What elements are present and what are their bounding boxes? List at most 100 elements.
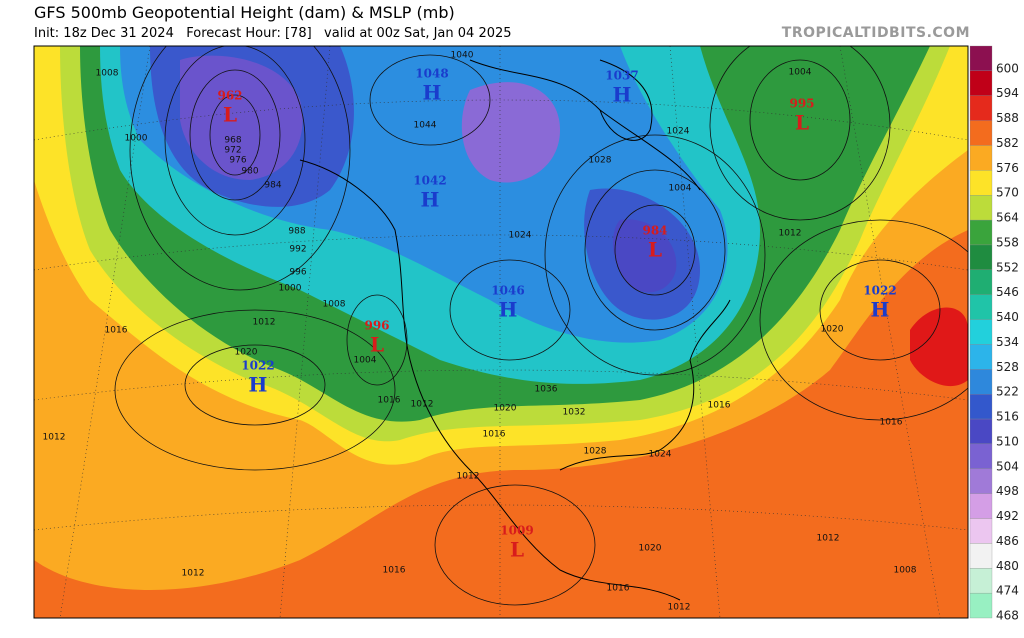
colorbar-swatch — [969, 244, 993, 270]
colorbar-swatch — [969, 294, 993, 320]
center-letter: H — [421, 188, 440, 212]
isobar-label: 1016 — [383, 566, 406, 576]
colorbar-label: 516 — [996, 410, 1019, 424]
colorbar-label: 576 — [996, 161, 1019, 175]
center-letter: H — [249, 373, 268, 397]
center-letter: L — [795, 111, 809, 135]
isobar-label: 1012 — [253, 318, 276, 328]
isobar-label: 1016 — [378, 396, 401, 406]
colorbar-swatch — [969, 319, 993, 345]
isobar-label: 1016 — [483, 430, 506, 440]
colorbar-label: 570 — [996, 186, 1019, 200]
colorbar-swatch — [969, 543, 993, 569]
isobar-label: 1016 — [105, 326, 128, 336]
isobar-label: 1028 — [589, 156, 612, 166]
graticule — [34, 46, 968, 618]
height-field — [34, 46, 968, 618]
colorbar-label: 510 — [996, 434, 1019, 448]
colorbar-label: 480 — [996, 559, 1019, 573]
isobar-label: 1028 — [584, 447, 607, 457]
colorbar-swatch — [969, 468, 993, 494]
isobar-label: 1024 — [649, 450, 672, 460]
isobar-label: 1012 — [43, 433, 66, 443]
center-letter: L — [510, 538, 524, 562]
isobar-label: 976 — [229, 156, 246, 166]
colorbar-swatch — [969, 70, 993, 96]
center-letter: H — [423, 81, 442, 105]
isobar-label: 1004 — [354, 356, 377, 366]
isobar-label: 1020 — [235, 348, 258, 358]
center-letter: H — [613, 83, 632, 107]
colorbar-swatch — [969, 592, 993, 619]
colorbar-swatch — [969, 219, 993, 246]
colorbar-swatch — [969, 120, 993, 146]
isobar-label: 1008 — [323, 300, 346, 310]
isobar-label: 1024 — [509, 231, 532, 241]
colorbar-label: 522 — [996, 385, 1019, 399]
isobar-label: 1032 — [563, 408, 586, 418]
isobar-label: 1020 — [639, 544, 662, 554]
isobar-label: 980 — [241, 167, 258, 177]
colorbar-swatch — [969, 170, 993, 196]
colorbar-label: 528 — [996, 360, 1019, 374]
colorbar-label: 474 — [996, 584, 1019, 598]
isobar-label: 1012 — [411, 400, 434, 410]
colorbar-swatch — [969, 518, 993, 544]
center-letter: L — [648, 238, 662, 262]
colorbar-swatch — [969, 344, 993, 370]
isobar-label: 1004 — [669, 184, 692, 194]
colorbar-swatch — [969, 394, 993, 420]
colorbar-label: 504 — [996, 459, 1019, 473]
isobar-label: 1012 — [668, 603, 691, 613]
isobars — [114, 46, 968, 606]
isobar-label: 1036 — [535, 385, 558, 395]
center-letter: H — [499, 298, 518, 322]
colorbar-swatch — [969, 195, 993, 221]
isobar-label: 1000 — [125, 134, 148, 144]
isobar-label: 1012 — [182, 569, 205, 579]
map-frame — [33, 45, 969, 619]
isobar-label: 1008 — [96, 69, 119, 79]
colorbar-swatch — [969, 493, 993, 519]
isobar-label: 1044 — [414, 121, 437, 131]
colorbar-label: 564 — [996, 211, 1019, 225]
isobar-label: 1016 — [880, 418, 903, 428]
center-value: 962 — [217, 89, 242, 103]
isobar-label: 968 — [224, 136, 241, 146]
isobar-label: 1012 — [817, 534, 840, 544]
isobar-label: 988 — [288, 227, 305, 237]
colorbar-label: 594 — [996, 86, 1019, 100]
colorbar-swatch — [969, 269, 993, 295]
colorbar-label: 540 — [996, 310, 1019, 324]
colorbar-label: 468 — [996, 609, 1019, 623]
center-value: 984 — [642, 224, 667, 238]
colorbar-label: 546 — [996, 285, 1019, 299]
isobar-label: 1012 — [457, 472, 480, 482]
colorbar-swatch — [969, 568, 993, 594]
center-value: 1037 — [605, 69, 638, 83]
colorbar-swatch — [969, 145, 993, 171]
isobar-label: 1012 — [779, 229, 802, 239]
isobar-label: 1000 — [279, 284, 302, 294]
center-value: 1022 — [241, 359, 274, 373]
colorbar-label: 588 — [996, 111, 1019, 125]
isobar-label: 1016 — [708, 401, 731, 411]
colorbar-label: 498 — [996, 484, 1019, 498]
isobar-label: 1004 — [789, 68, 812, 78]
center-value: 1042 — [413, 174, 446, 188]
map-subtitle: Init: 18z Dec 31 2024 Forecast Hour: [78… — [34, 26, 512, 41]
center-letter: L — [223, 103, 237, 127]
map-title: GFS 500mb Geopotential Height (dam) & MS… — [34, 3, 455, 22]
isobar-label: 1008 — [894, 566, 917, 576]
isobar-label: 992 — [289, 245, 306, 255]
colorbar-swatch — [969, 45, 993, 72]
center-value: 1009 — [500, 524, 533, 538]
isobar-label: 972 — [224, 146, 241, 156]
isobar-label: 1016 — [607, 584, 630, 594]
center-value: 996 — [364, 319, 389, 333]
colorbar-label: 582 — [996, 136, 1019, 150]
colorbar-swatch — [969, 418, 993, 445]
